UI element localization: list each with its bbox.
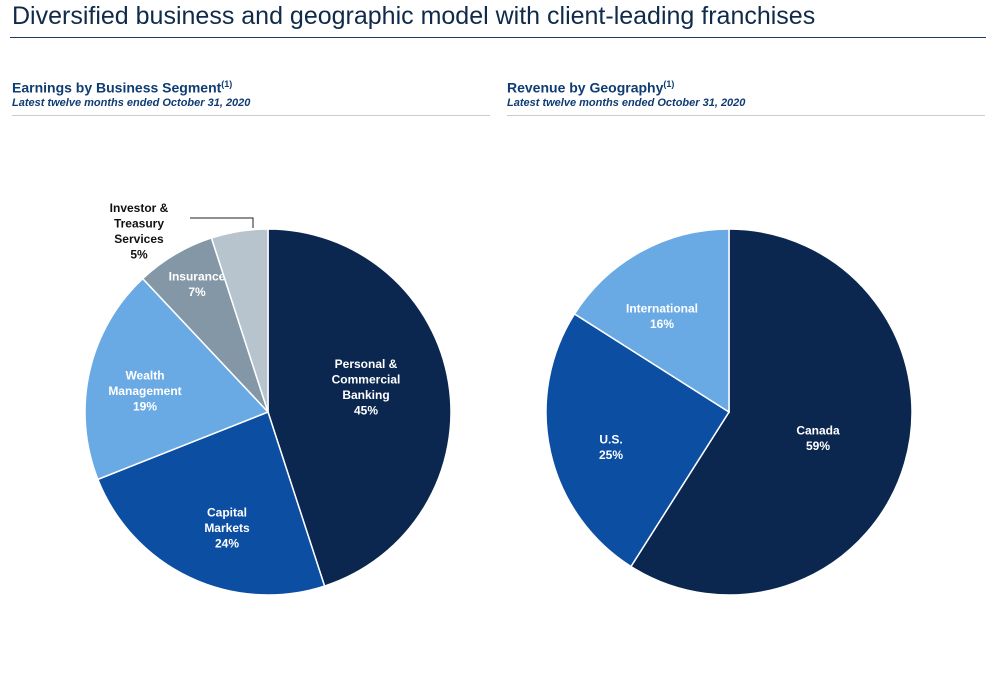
segment-label-insurance: Insurance 7% <box>169 269 226 299</box>
geography-chart-title: Revenue by Geography(1) <box>507 76 987 96</box>
geography-slice-u-s <box>545 312 731 568</box>
segment-label-capital-markets: Capital Markets 24% <box>204 506 250 551</box>
geography-label-u-s: U.S. 25% <box>599 432 623 462</box>
geography-value-u-s: 25% <box>599 448 623 462</box>
segment-value-investor-treasury-services: 5% <box>130 247 148 261</box>
segment-chart-title: Earnings by Business Segment(1) <box>12 76 492 96</box>
title-divider <box>10 37 986 38</box>
segment-label-wealth-management: Wealth Management 19% <box>108 369 181 414</box>
geography-slice-canada <box>629 228 913 596</box>
segment-value-wealth-management: 19% <box>133 400 157 414</box>
segment-label-line-personal-commercial-banking: Personal & <box>335 357 398 371</box>
segment-label-line-investor-treasury-services: Treasury <box>114 216 164 230</box>
geography-chart-footnote-marker: (1) <box>663 79 675 89</box>
geography-value-canada: 59% <box>806 439 830 453</box>
segment-label-line-personal-commercial-banking: Banking <box>342 388 389 402</box>
segment-chart-footnote-marker: (1) <box>221 79 233 89</box>
geography-label-canada: Canada 59% <box>796 423 840 453</box>
segment-value-insurance: 7% <box>188 285 206 299</box>
segment-chart-header: Earnings by Business Segment(1) Latest t… <box>12 76 492 116</box>
segment-chart-divider <box>12 114 490 116</box>
segment-value-personal-commercial-banking: 45% <box>354 403 378 417</box>
segment-label-line-personal-commercial-banking: Commercial <box>332 372 401 386</box>
segment-value-capital-markets: 24% <box>215 537 239 551</box>
segment-label-line-capital-markets: Capital <box>207 506 247 520</box>
segment-leader-line-investor-treasury-services <box>190 217 254 228</box>
segment-pie-chart: Personal & Commercial Banking 45% Capital Mar… <box>84 201 452 596</box>
segment-slice-personal-commercial-banking <box>267 228 452 587</box>
page-title: Diversified business and geographic mode… <box>12 2 816 30</box>
geography-chart-header: Revenue by Geography(1) Latest twelve mo… <box>507 76 987 116</box>
segment-slice-capital-markets <box>96 411 326 596</box>
segment-slice-investor-treasury-services <box>210 228 269 413</box>
geography-label-line-international: International <box>626 301 698 315</box>
segment-label-line-capital-markets: Markets <box>204 521 250 535</box>
geography-slice-international <box>573 228 730 414</box>
segment-label-personal-commercial-banking: Personal & Commercial Banking 45% <box>332 357 401 418</box>
geography-chart-divider <box>507 114 985 116</box>
segment-label-line-investor-treasury-services: Services <box>114 232 164 246</box>
segment-label-investor-treasury-services: Investor & Treasury Services 5% <box>110 201 169 261</box>
geography-chart-subtitle: Latest twelve months ended October 31, 2… <box>507 96 746 109</box>
geography-value-international: 16% <box>650 317 674 331</box>
geography-label-international: International 16% <box>626 301 698 331</box>
segment-label-line-wealth-management: Management <box>108 384 181 398</box>
segment-chart-subtitle: Latest twelve months ended October 31, 2… <box>12 96 251 109</box>
segment-label-line-insurance: Insurance <box>169 269 226 283</box>
geography-chart-title-text: Revenue by Geography <box>507 79 664 96</box>
segment-label-line-investor-treasury-services: Investor & <box>110 201 169 215</box>
geography-label-line-u-s: U.S. <box>599 432 622 446</box>
geography-label-line-canada: Canada <box>796 423 840 437</box>
segment-slice-wealth-management <box>84 277 270 481</box>
segment-chart-title-text: Earnings by Business Segment <box>12 79 222 96</box>
segment-label-line-wealth-management: Wealth <box>125 369 164 383</box>
